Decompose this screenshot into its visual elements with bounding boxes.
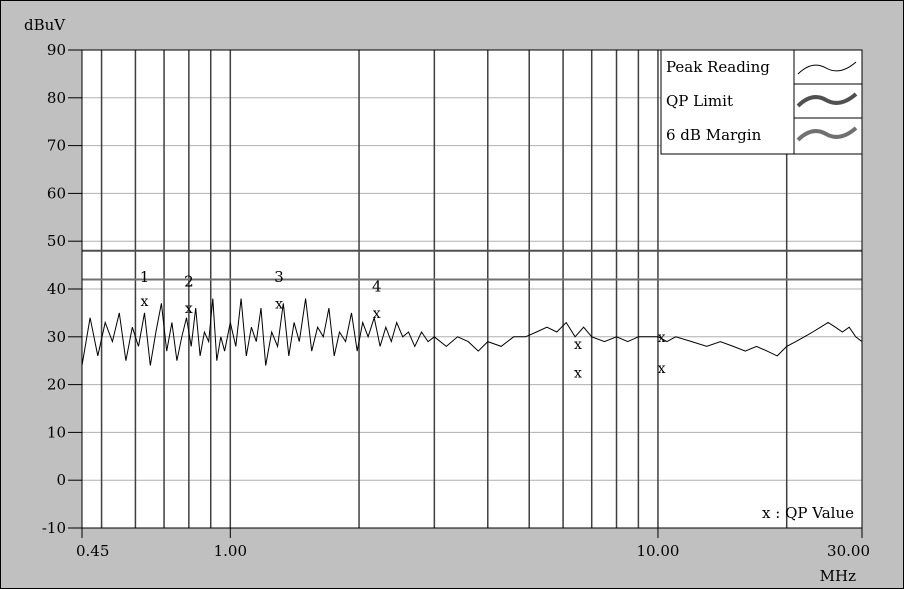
x-ticks: 0.45 1.00 10.00 30.00	[76, 528, 870, 560]
qp-value-legend: x : QP Value	[762, 504, 854, 522]
peak-trace	[81, 298, 863, 366]
annotation-label-4: 4	[372, 277, 382, 295]
y-tick-label-10: -10	[42, 519, 66, 537]
y-tick-label-4: 50	[47, 232, 66, 250]
y-tick-label-8: 10	[47, 423, 66, 441]
y-tick-label-9: 0	[56, 471, 66, 489]
legend-swatch-qp-limit	[796, 92, 858, 108]
x-tick-label-2: 10.00	[636, 542, 679, 560]
legend-label-margin: 6 dB Margin	[666, 126, 762, 144]
x-axis-label: MHz	[820, 567, 856, 585]
y-tick-label-7: 20	[47, 376, 66, 394]
qp-value-mark-0: x	[141, 294, 149, 310]
limit-lines	[82, 249, 862, 281]
annotations: 1 2 3 4	[140, 268, 382, 296]
y-ticks: 90 80 70 60 50 40 30 20 10 0 -10	[42, 41, 82, 537]
annotation-label-2: 2	[184, 273, 194, 291]
legend-label-peak: Peak Reading	[666, 58, 770, 76]
x-tick-label-0: 0.45	[76, 542, 109, 560]
legend-label-qp-limit: QP Limit	[666, 92, 733, 110]
y-tick-label-1: 80	[47, 89, 66, 107]
y-tick-label-5: 40	[47, 280, 66, 298]
annotation-label-1: 1	[140, 268, 150, 286]
qp-value-mark-1: x	[185, 301, 193, 317]
legend-swatch-peak	[797, 61, 857, 75]
y-tick-label-3: 60	[47, 184, 66, 202]
x-tick-label-3: 30.00	[827, 542, 870, 560]
peak-reading-line	[81, 298, 863, 366]
annotation-label-3: 3	[274, 268, 284, 286]
qp-value-mark-6: x	[658, 330, 666, 346]
qp-value-mark-2: x	[275, 296, 283, 312]
qp-value-mark-4: x	[574, 337, 582, 353]
legend-swatch-margin	[796, 126, 858, 142]
frequency-marker-lines	[100, 50, 788, 528]
y-tick-label-2: 70	[47, 137, 66, 155]
qp-value-mark-5: x	[574, 366, 582, 382]
qp-value-mark-7: x	[658, 361, 666, 377]
qp-value-mark-3: x	[373, 306, 381, 322]
x-tick-label-1: 1.00	[214, 542, 247, 560]
y-tick-label-0: 90	[47, 41, 66, 59]
legend: Peak Reading QP Limit 6 dB Margin	[660, 49, 863, 155]
y-axis-label: dBuV	[24, 16, 66, 34]
y-tick-label-6: 30	[47, 328, 66, 346]
